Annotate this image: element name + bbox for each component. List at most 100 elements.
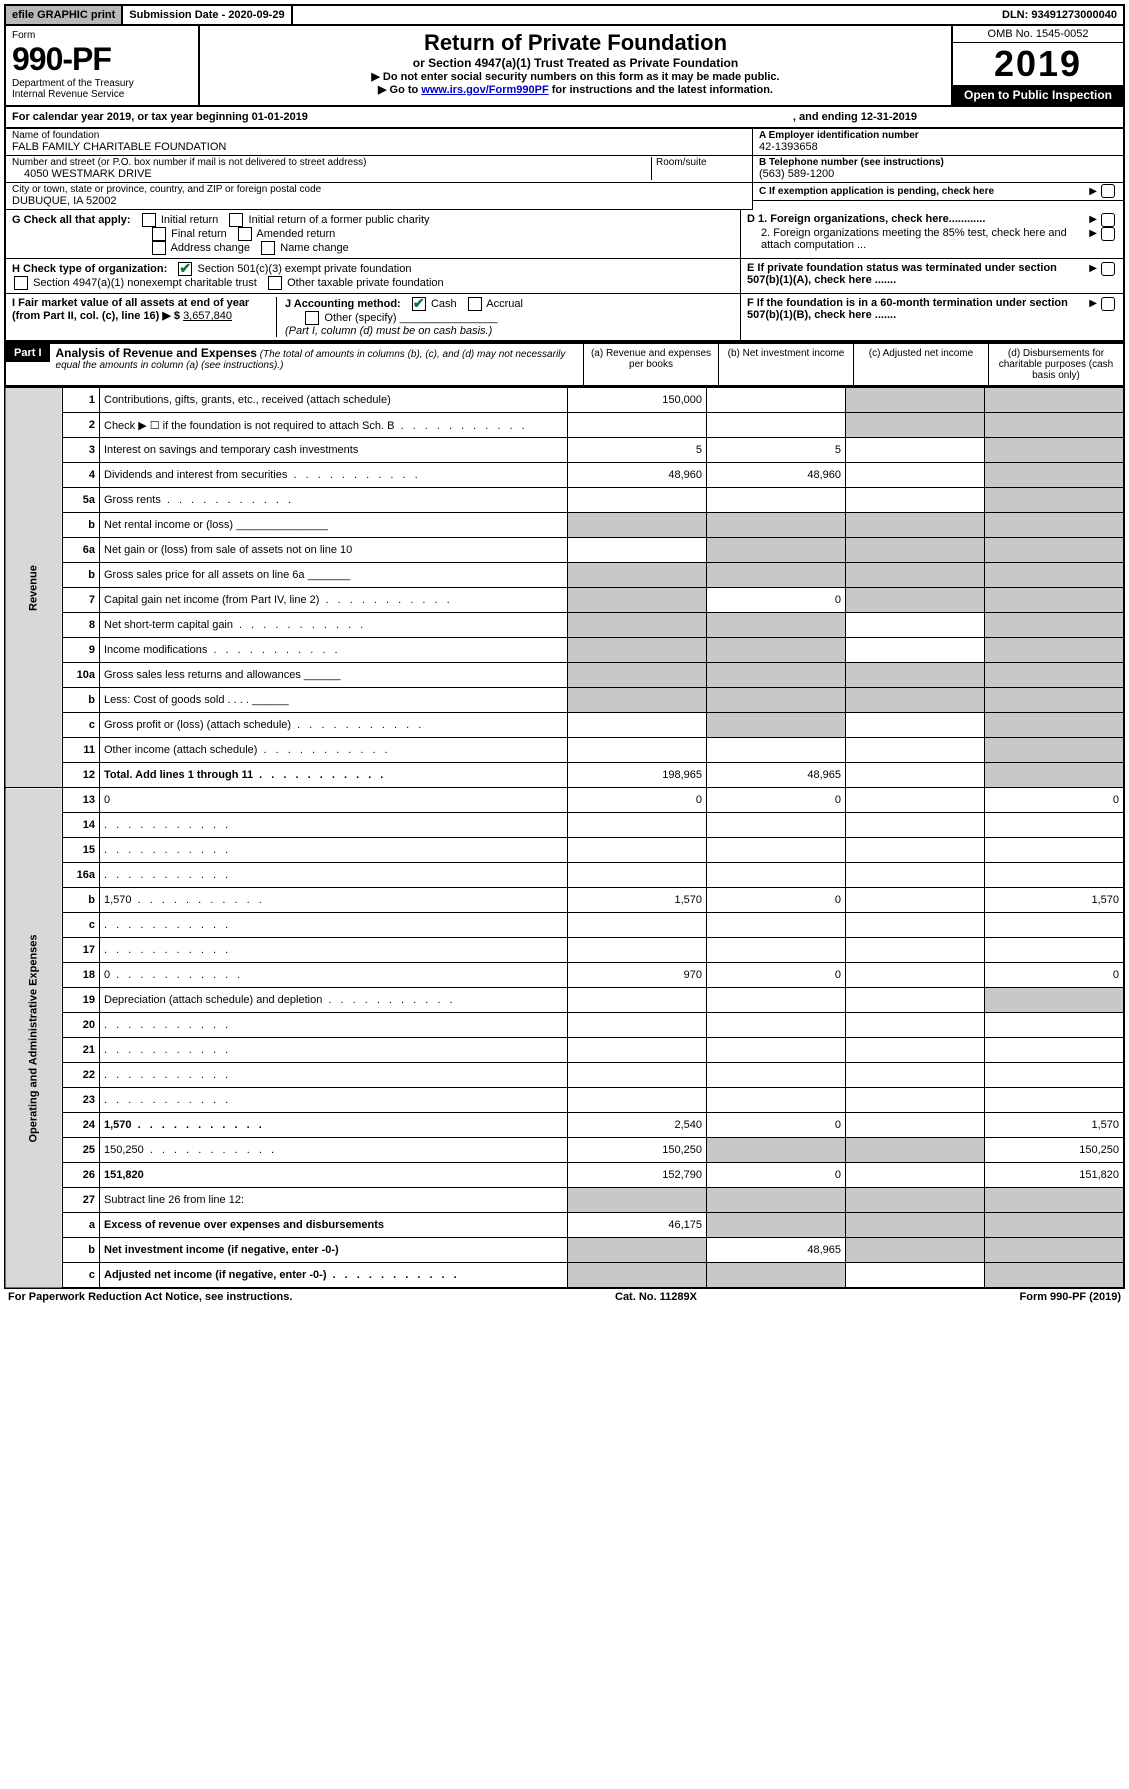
footer-left: For Paperwork Reduction Act Notice, see …	[8, 1291, 292, 1303]
table-row: bGross sales price for all assets on lin…	[5, 563, 1124, 588]
table-row: Operating and Administrative Expenses130…	[5, 788, 1124, 813]
checkbox-final-return[interactable]	[152, 227, 166, 241]
checkbox-other-method[interactable]	[305, 311, 319, 325]
cell-b: 0	[707, 1113, 846, 1138]
cell-c	[846, 988, 985, 1013]
line-description	[100, 1038, 568, 1063]
cell-c	[846, 963, 985, 988]
section-h: H Check type of organization: Section 50…	[6, 259, 740, 293]
footer-right: Form 990-PF (2019)	[1020, 1291, 1121, 1303]
checkbox-501c3[interactable]	[178, 262, 192, 276]
checkbox-e[interactable]	[1101, 262, 1115, 276]
table-row: bLess: Cost of goods sold . . . . ______	[5, 688, 1124, 713]
section-e: E If private foundation status was termi…	[740, 259, 1123, 293]
cell-d	[985, 838, 1125, 863]
cell-d	[985, 1213, 1125, 1238]
checkbox-amended-return[interactable]	[238, 227, 252, 241]
header-right: OMB No. 1545-0052 2019 Open to Public In…	[951, 26, 1123, 105]
cell-c	[846, 938, 985, 963]
cell-d	[985, 1088, 1125, 1113]
cell-b: 48,965	[707, 1238, 846, 1263]
cell-d	[985, 688, 1125, 713]
cell-a	[568, 713, 707, 738]
cell-b	[707, 1138, 846, 1163]
checkbox-4947a1[interactable]	[14, 276, 28, 290]
ein-value: 42-1393658	[759, 141, 818, 153]
cell-c	[846, 463, 985, 488]
table-row: 25150,250150,250150,250	[5, 1138, 1124, 1163]
checkbox-other-taxable[interactable]	[268, 276, 282, 290]
table-row: 17	[5, 938, 1124, 963]
table-row: 10aGross sales less returns and allowanc…	[5, 663, 1124, 688]
line-description: Net investment income (if negative, ente…	[100, 1238, 568, 1263]
checks-g-row: G Check all that apply: Initial return I…	[4, 210, 1125, 259]
cell-b: 0	[707, 888, 846, 913]
line-description: Gross profit or (loss) (attach schedule)	[100, 713, 568, 738]
checkbox-accrual[interactable]	[468, 297, 482, 311]
part1-title: Analysis of Revenue and Expenses	[56, 346, 257, 360]
header-left: Form 990-PF Department of the Treasury I…	[6, 26, 200, 105]
cell-a	[568, 1063, 707, 1088]
line-number: 13	[63, 788, 100, 813]
cell-a: 5	[568, 438, 707, 463]
checkbox-initial-former-charity[interactable]	[229, 213, 243, 227]
cell-b	[707, 688, 846, 713]
line-number: c	[63, 1263, 100, 1289]
cell-c	[846, 1138, 985, 1163]
cell-a: 48,960	[568, 463, 707, 488]
cell-a	[568, 813, 707, 838]
revenue-section-label: Revenue	[5, 388, 63, 788]
checkbox-cash[interactable]	[412, 297, 426, 311]
table-row: 14	[5, 813, 1124, 838]
table-row: b1,5701,57001,570	[5, 888, 1124, 913]
checkbox-c[interactable]	[1101, 184, 1115, 198]
line-number: b	[63, 563, 100, 588]
line-number: 3	[63, 438, 100, 463]
table-row: 18097000	[5, 963, 1124, 988]
dept-label: Department of the Treasury	[12, 78, 192, 89]
line-description: Net gain or (loss) from sale of assets n…	[100, 538, 568, 563]
line-description: Gross rents	[100, 488, 568, 513]
cell-d: 0	[985, 963, 1125, 988]
tax-year: 2019	[953, 43, 1123, 85]
line-number: 11	[63, 738, 100, 763]
section-ij: I Fair market value of all assets at end…	[6, 294, 740, 340]
part1-label: Part I	[6, 344, 50, 362]
table-row: bNet rental income or (loss) ___________…	[5, 513, 1124, 538]
table-row: 11Other income (attach schedule)	[5, 738, 1124, 763]
table-row: c	[5, 913, 1124, 938]
checkbox-d1[interactable]	[1101, 213, 1115, 227]
cell-b	[707, 1213, 846, 1238]
line-description: Subtract line 26 from line 12:	[100, 1188, 568, 1213]
line-number: 14	[63, 813, 100, 838]
arrow-icon	[1089, 297, 1099, 321]
checkbox-name-change[interactable]	[261, 241, 275, 255]
cell-d	[985, 413, 1125, 438]
checkbox-d2[interactable]	[1101, 227, 1115, 241]
table-row: 3Interest on savings and temporary cash …	[5, 438, 1124, 463]
checkbox-address-change[interactable]	[152, 241, 166, 255]
cell-d	[985, 813, 1125, 838]
cell-b	[707, 488, 846, 513]
cell-b	[707, 863, 846, 888]
section-f: F If the foundation is in a 60-month ter…	[740, 294, 1123, 340]
line-number: 20	[63, 1013, 100, 1038]
line-number: a	[63, 1213, 100, 1238]
cell-c	[846, 663, 985, 688]
cell-c	[846, 388, 985, 413]
cell-c	[846, 1163, 985, 1188]
cell-a: 970	[568, 963, 707, 988]
cell-d	[985, 538, 1125, 563]
cell-c	[846, 1188, 985, 1213]
phone-value: (563) 589-1200	[759, 168, 834, 180]
checkbox-f[interactable]	[1101, 297, 1115, 311]
cell-a	[568, 488, 707, 513]
col-c-head: (c) Adjusted net income	[853, 344, 988, 385]
cell-d	[985, 1188, 1125, 1213]
cell-b: 0	[707, 963, 846, 988]
line-description: Total. Add lines 1 through 11	[100, 763, 568, 788]
foundation-name-cell: Name of foundation FALB FAMILY CHARITABL…	[6, 129, 752, 156]
table-row: 27Subtract line 26 from line 12:	[5, 1188, 1124, 1213]
form990pf-link[interactable]: www.irs.gov/Form990PF	[421, 84, 548, 96]
checkbox-initial-return[interactable]	[142, 213, 156, 227]
